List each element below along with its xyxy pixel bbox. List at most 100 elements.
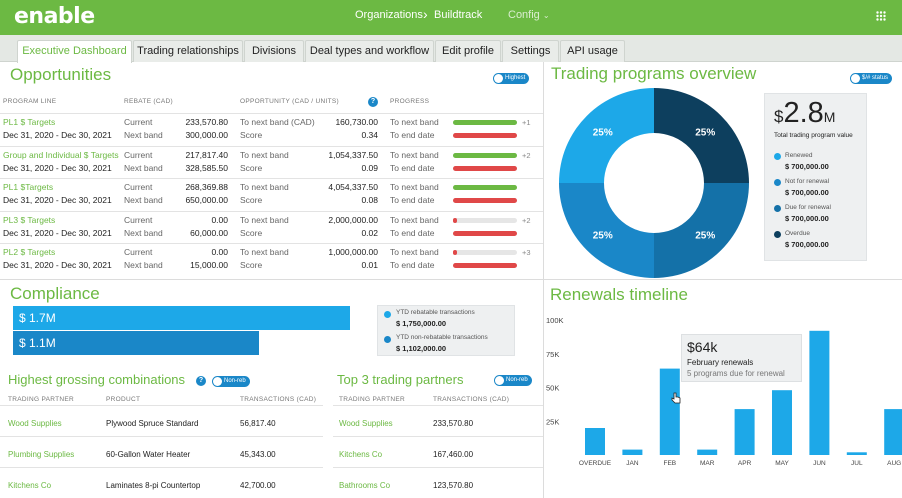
renewal-bar-may[interactable] <box>772 390 792 455</box>
opportunity-value: 2,000,000.00 <box>328 214 378 225</box>
apps-grid-icon[interactable] <box>876 11 886 21</box>
program-line-dates: Dec 31, 2020 - Dec 30, 2021 <box>3 162 112 173</box>
tab-divisions[interactable]: Divisions <box>244 40 304 62</box>
config-menu[interactable]: Config ⌄ <box>508 9 550 21</box>
opportunity-row[interactable]: Group and Individual $ Targets Dec 31, 20… <box>0 145 543 178</box>
opportunities-title: Opportunities <box>10 65 112 84</box>
highest-toggle[interactable]: Highest <box>493 73 530 84</box>
program-line-name[interactable]: PL2 $ Targets <box>3 247 56 257</box>
donut-slice-renewed[interactable] <box>559 88 654 183</box>
renewal-bar-apr[interactable] <box>734 409 755 455</box>
opportunity-row[interactable]: PL1 $Targets Dec 31, 2020 - Dec 30, 2021 C… <box>0 178 543 210</box>
partner-row[interactable]: Wood Supplies 233,570.80 <box>333 405 543 436</box>
trading-partner-link[interactable]: Wood Supplies <box>8 419 62 428</box>
donut-slice-not-for-renewal[interactable] <box>559 183 654 278</box>
tab-deal-types[interactable]: Deal types and workflow <box>305 40 434 62</box>
renewals-bar-chart: 100K 75K 50K 25K OVERDUE JAN FEB MAR APR MAY JUN JU… <box>546 316 902 467</box>
legend-value: $ 700,000.00 <box>785 188 829 197</box>
score-label: Score <box>240 260 263 270</box>
combo-row[interactable]: Kitchens Co Laminates 8-pi Countertop 42,7… <box>0 467 323 498</box>
progress-next-band-label: To next band <box>390 149 439 160</box>
progress-next-band-bar <box>453 217 457 223</box>
renewal-bar-jun[interactable] <box>809 330 830 455</box>
tooltip-subtext: 5 programs due for renewal <box>687 369 785 378</box>
breadcrumb-org-name[interactable]: Buildtrack <box>434 9 483 21</box>
combos-title: Highest grossing combinations <box>8 372 186 387</box>
progress-track <box>453 250 517 255</box>
tab-edit-profile[interactable]: Edit profile <box>435 40 501 62</box>
renewals-tooltip: $64k February renewals 5 programs due fo… <box>681 334 802 382</box>
opportunity-row[interactable]: PL1 $ Targets Dec 31, 2020 - Dec 30, 2021… <box>0 113 543 145</box>
help-icon[interactable]: ? <box>368 97 378 107</box>
trading-legend: $2.8M Total trading program value Renewe… <box>764 93 867 261</box>
trading-partner-link[interactable]: Kitchens Co <box>8 481 52 490</box>
score-value: 0.08 <box>361 195 378 205</box>
donut-slice-overdue[interactable] <box>654 88 749 183</box>
breadcrumb-organizations[interactable]: Organizations <box>355 9 423 21</box>
renewal-bar-jan[interactable] <box>622 449 643 455</box>
renewal-bar-mar[interactable] <box>697 449 718 455</box>
x-tick-label: MAR <box>700 460 715 467</box>
help-icon[interactable]: ? <box>196 376 206 386</box>
compliance-bar[interactable]: $ 1.1M <box>13 331 259 355</box>
tab-executive-dashboard[interactable]: Executive Dashboard <box>17 40 132 63</box>
tab-api-usage[interactable]: API usage <box>560 40 625 62</box>
y-tick-label: 25K <box>546 417 559 426</box>
rebate-current-value: 268,369.88 <box>185 182 228 192</box>
compliance-bar[interactable]: $ 1.7M <box>13 306 350 330</box>
program-line-name[interactable]: PL3 $ Targets <box>3 214 56 225</box>
trading-partner-link[interactable]: Plumbing Supplies <box>8 450 75 459</box>
donut-slice-due-for-renewal[interactable] <box>654 183 749 278</box>
score-value: 0.09 <box>361 162 378 173</box>
opportunity-row[interactable]: PL2 $ Targets Dec 31, 2020 - Dec 30, 2021… <box>0 243 543 275</box>
combos-nonreb-toggle[interactable]: Non-reb <box>212 376 250 387</box>
transaction-value: 233,570.80 <box>433 419 474 428</box>
col-header-partner: TRADING PARTNER <box>339 396 406 403</box>
band-delta: +3 <box>522 248 531 257</box>
renewal-bar-overdue[interactable] <box>585 428 605 455</box>
partners-nonreb-toggle[interactable]: Non-reb <box>494 375 532 386</box>
program-line-name[interactable]: Group and Individual $ Targets <box>3 149 119 160</box>
renewal-bar-jul[interactable] <box>846 452 867 455</box>
tooltip-label: February renewals <box>687 358 754 367</box>
col-header-program: PROGRAM LINE <box>3 98 57 105</box>
trading-partner-link[interactable]: Kitchens Co <box>339 450 383 459</box>
legend-label: Not for renewal <box>785 178 830 185</box>
panel-divider <box>543 280 544 498</box>
progress-end-date-label: To end date <box>390 195 435 205</box>
tab-trading-relationships[interactable]: Trading relationships <box>133 40 243 62</box>
x-tick-label: JAN <box>626 460 639 467</box>
progress-end-date-label: To end date <box>390 227 435 238</box>
renewal-bar-aug[interactable] <box>884 409 902 455</box>
legend-value: $ 1,750,000.00 <box>396 319 447 328</box>
progress-end-date-label: To end date <box>390 260 435 270</box>
tab-settings[interactable]: Settings <box>502 40 559 62</box>
rebate-next-band-label: Next band <box>124 260 163 270</box>
rebate-current-value: 217,817.40 <box>185 149 228 160</box>
program-line-dates: Dec 31, 2020 - Dec 30, 2021 <box>3 130 112 140</box>
tab-bar: Executive Dashboard Trading relationship… <box>0 35 902 63</box>
program-line-name[interactable]: PL1 $ Targets <box>3 117 56 127</box>
rebate-next-band-label: Next band <box>124 162 163 173</box>
program-line-name[interactable]: PL1 $Targets <box>3 182 54 192</box>
opportunity-label: To next band (CAD) <box>240 117 315 127</box>
value-status-toggle[interactable]: $/# status <box>850 73 893 84</box>
trading-donut-chart: 25% 25% 25% 25% <box>559 88 749 278</box>
rebate-next-band-value: 300,000.00 <box>185 130 228 140</box>
app-logo[interactable]: enable <box>14 4 95 29</box>
combo-row[interactable]: Wood Supplies Plywood Spruce Standard 56,8… <box>0 405 323 436</box>
compliance-title: Compliance <box>10 284 100 303</box>
combo-row[interactable]: Plumbing Supplies 60-Gallon Water Heater 4… <box>0 436 323 467</box>
total-label: Total trading program value <box>774 132 853 139</box>
rebate-current-value: 0.00 <box>211 247 228 257</box>
rebate-current-label: Current <box>124 214 153 225</box>
trading-partner-link[interactable]: Bathrooms Co <box>339 481 391 490</box>
partner-row[interactable]: Bathrooms Co 123,570.80 <box>333 467 543 498</box>
transaction-value: 123,570.80 <box>433 481 474 490</box>
trading-overview-title: Trading programs overview <box>551 64 757 83</box>
partner-row[interactable]: Kitchens Co 167,460.00 <box>333 436 543 467</box>
panel-divider <box>0 279 902 280</box>
trading-partner-link[interactable]: Wood Supplies <box>339 419 393 428</box>
renewal-bar-feb[interactable] <box>659 368 680 455</box>
opportunity-row[interactable]: PL3 $ Targets Dec 31, 2020 - Dec 30, 2021… <box>0 210 543 243</box>
